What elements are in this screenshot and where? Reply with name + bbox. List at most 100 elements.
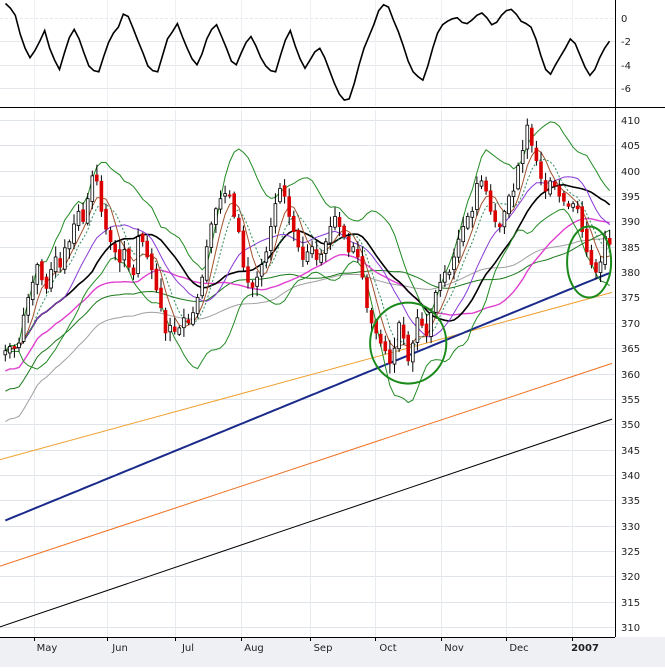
candle-up [319, 253, 323, 263]
annotation-circle-january [566, 225, 613, 299]
price-tick-label: 310 [621, 623, 640, 634]
candle-down [301, 246, 305, 260]
candle-up [465, 215, 470, 229]
candle-up [456, 238, 461, 258]
price-tick-label: 400 [621, 167, 640, 178]
ma-black-line [4, 183, 611, 352]
candle-down [296, 229, 301, 248]
candle-up [333, 215, 337, 228]
candle-up [181, 317, 186, 329]
candle-up [438, 281, 443, 291]
candle-down [163, 310, 168, 334]
time-tick-label: Nov [444, 643, 464, 654]
candle-down [580, 206, 584, 232]
candle-down [154, 268, 159, 291]
candle-up [442, 271, 447, 283]
candle-down [589, 249, 594, 265]
candle-down [95, 174, 99, 182]
price-tick-label: 320 [621, 572, 640, 583]
candle-up [264, 251, 269, 263]
candle-up [507, 195, 511, 215]
candle-up [447, 271, 452, 276]
candle-down [383, 341, 388, 352]
trend-line-orange [0, 362, 613, 567]
indicator-tick-label: 0 [621, 14, 627, 25]
candle-down [342, 225, 346, 238]
ma-blue-line [4, 272, 611, 522]
indicator-tick-label: -6 [621, 84, 631, 95]
candle-up [525, 124, 530, 150]
candle-down [241, 230, 246, 268]
candle-up [415, 317, 420, 343]
candle-down [227, 194, 232, 197]
candle-up [35, 264, 40, 285]
price-tick-label: 335 [621, 496, 640, 507]
price-tick-label: 385 [621, 243, 640, 254]
candle-down [484, 180, 488, 192]
candle-down [497, 223, 502, 227]
candle-up [17, 342, 21, 349]
candle-up [72, 223, 76, 244]
candle-up [255, 276, 259, 287]
candle-up [429, 312, 433, 337]
candle-down [594, 262, 598, 273]
candle-down [117, 249, 122, 263]
price-tick-label: 355 [621, 395, 640, 406]
candle-up [195, 297, 200, 315]
candle-down [236, 217, 241, 233]
candle-down [108, 230, 113, 243]
candle-down [388, 349, 392, 364]
candle-down [282, 185, 287, 197]
candle-down [575, 205, 580, 210]
candle-down [401, 324, 406, 339]
price-tick-label: 330 [621, 522, 640, 533]
candle-down [12, 346, 17, 349]
candle-down [172, 326, 177, 332]
time-tick-label: 2007 [571, 643, 599, 654]
candle-up [223, 193, 227, 197]
candle-down [424, 323, 429, 336]
time-tick-label: Jul [181, 643, 194, 654]
candle-down [291, 215, 296, 232]
candle-down [552, 181, 557, 187]
candle-down [543, 180, 548, 192]
candle-down [360, 256, 365, 278]
candle-down [534, 147, 539, 162]
time-tick-label: May [37, 643, 58, 654]
candle-up [200, 276, 205, 297]
indicator-tick-label: -4 [621, 61, 631, 72]
candle-up [310, 246, 314, 255]
x-axis-band [0, 637, 665, 667]
ma-magenta-line [5, 217, 610, 372]
candle-up [598, 261, 603, 274]
candle-down [58, 258, 62, 268]
candle-down [314, 249, 319, 260]
candle-down [99, 180, 104, 212]
candle-up [21, 314, 26, 342]
candle-up [273, 203, 278, 227]
candle-up [268, 226, 273, 252]
candle-up [218, 198, 223, 210]
bollinger-upper-band [4, 121, 611, 352]
candle-up [433, 291, 438, 313]
candle-up [305, 251, 310, 262]
time-tick-label: Oct [379, 643, 396, 654]
annotation-circle-october [369, 301, 448, 385]
price-tick-label: 360 [621, 370, 640, 381]
bollinger-lower-band [5, 208, 610, 404]
candle-up [49, 269, 53, 289]
candle-down [131, 267, 136, 276]
time-tick-label: Aug [244, 643, 264, 654]
price-tick-label: 350 [621, 420, 640, 431]
price-tick-label: 405 [621, 141, 640, 152]
candle-up [53, 256, 58, 273]
candle-down [232, 193, 237, 217]
candle-up [191, 312, 195, 325]
candle-down [566, 203, 571, 207]
candle-up [511, 190, 516, 198]
candle-up [502, 210, 507, 228]
candle-up [470, 210, 475, 218]
candle-down [346, 236, 351, 253]
